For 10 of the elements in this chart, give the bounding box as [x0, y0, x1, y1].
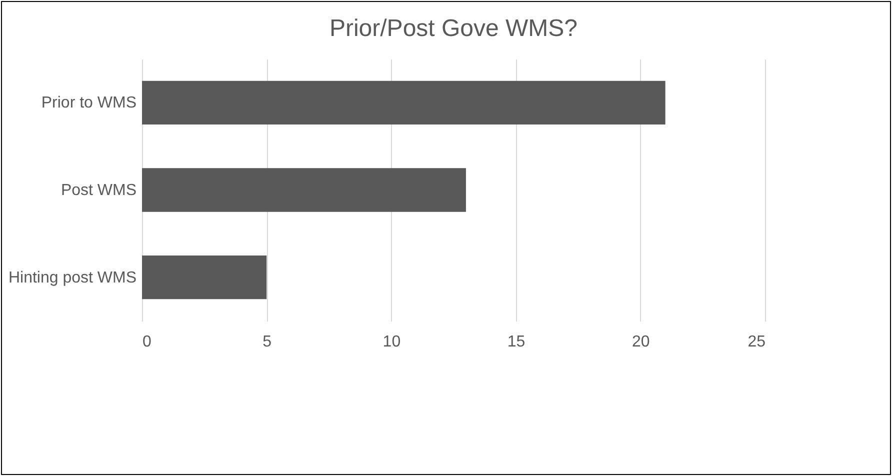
y-tick-label: Post WMS: [60, 182, 136, 199]
chart-title: Prior/Post Gove WMS?: [329, 15, 578, 42]
x-tick-label: 25: [748, 334, 766, 350]
x-tick-label: 10: [382, 334, 401, 350]
x-tick-label: 20: [632, 334, 650, 350]
x-tick-label: 0: [142, 334, 152, 350]
x-tick-label: 5: [262, 334, 272, 350]
y-tick-label: Prior to WMS: [41, 94, 136, 112]
x-tick-label: 15: [507, 334, 526, 350]
y-tick-label: Hinting post WMS: [8, 269, 136, 286]
